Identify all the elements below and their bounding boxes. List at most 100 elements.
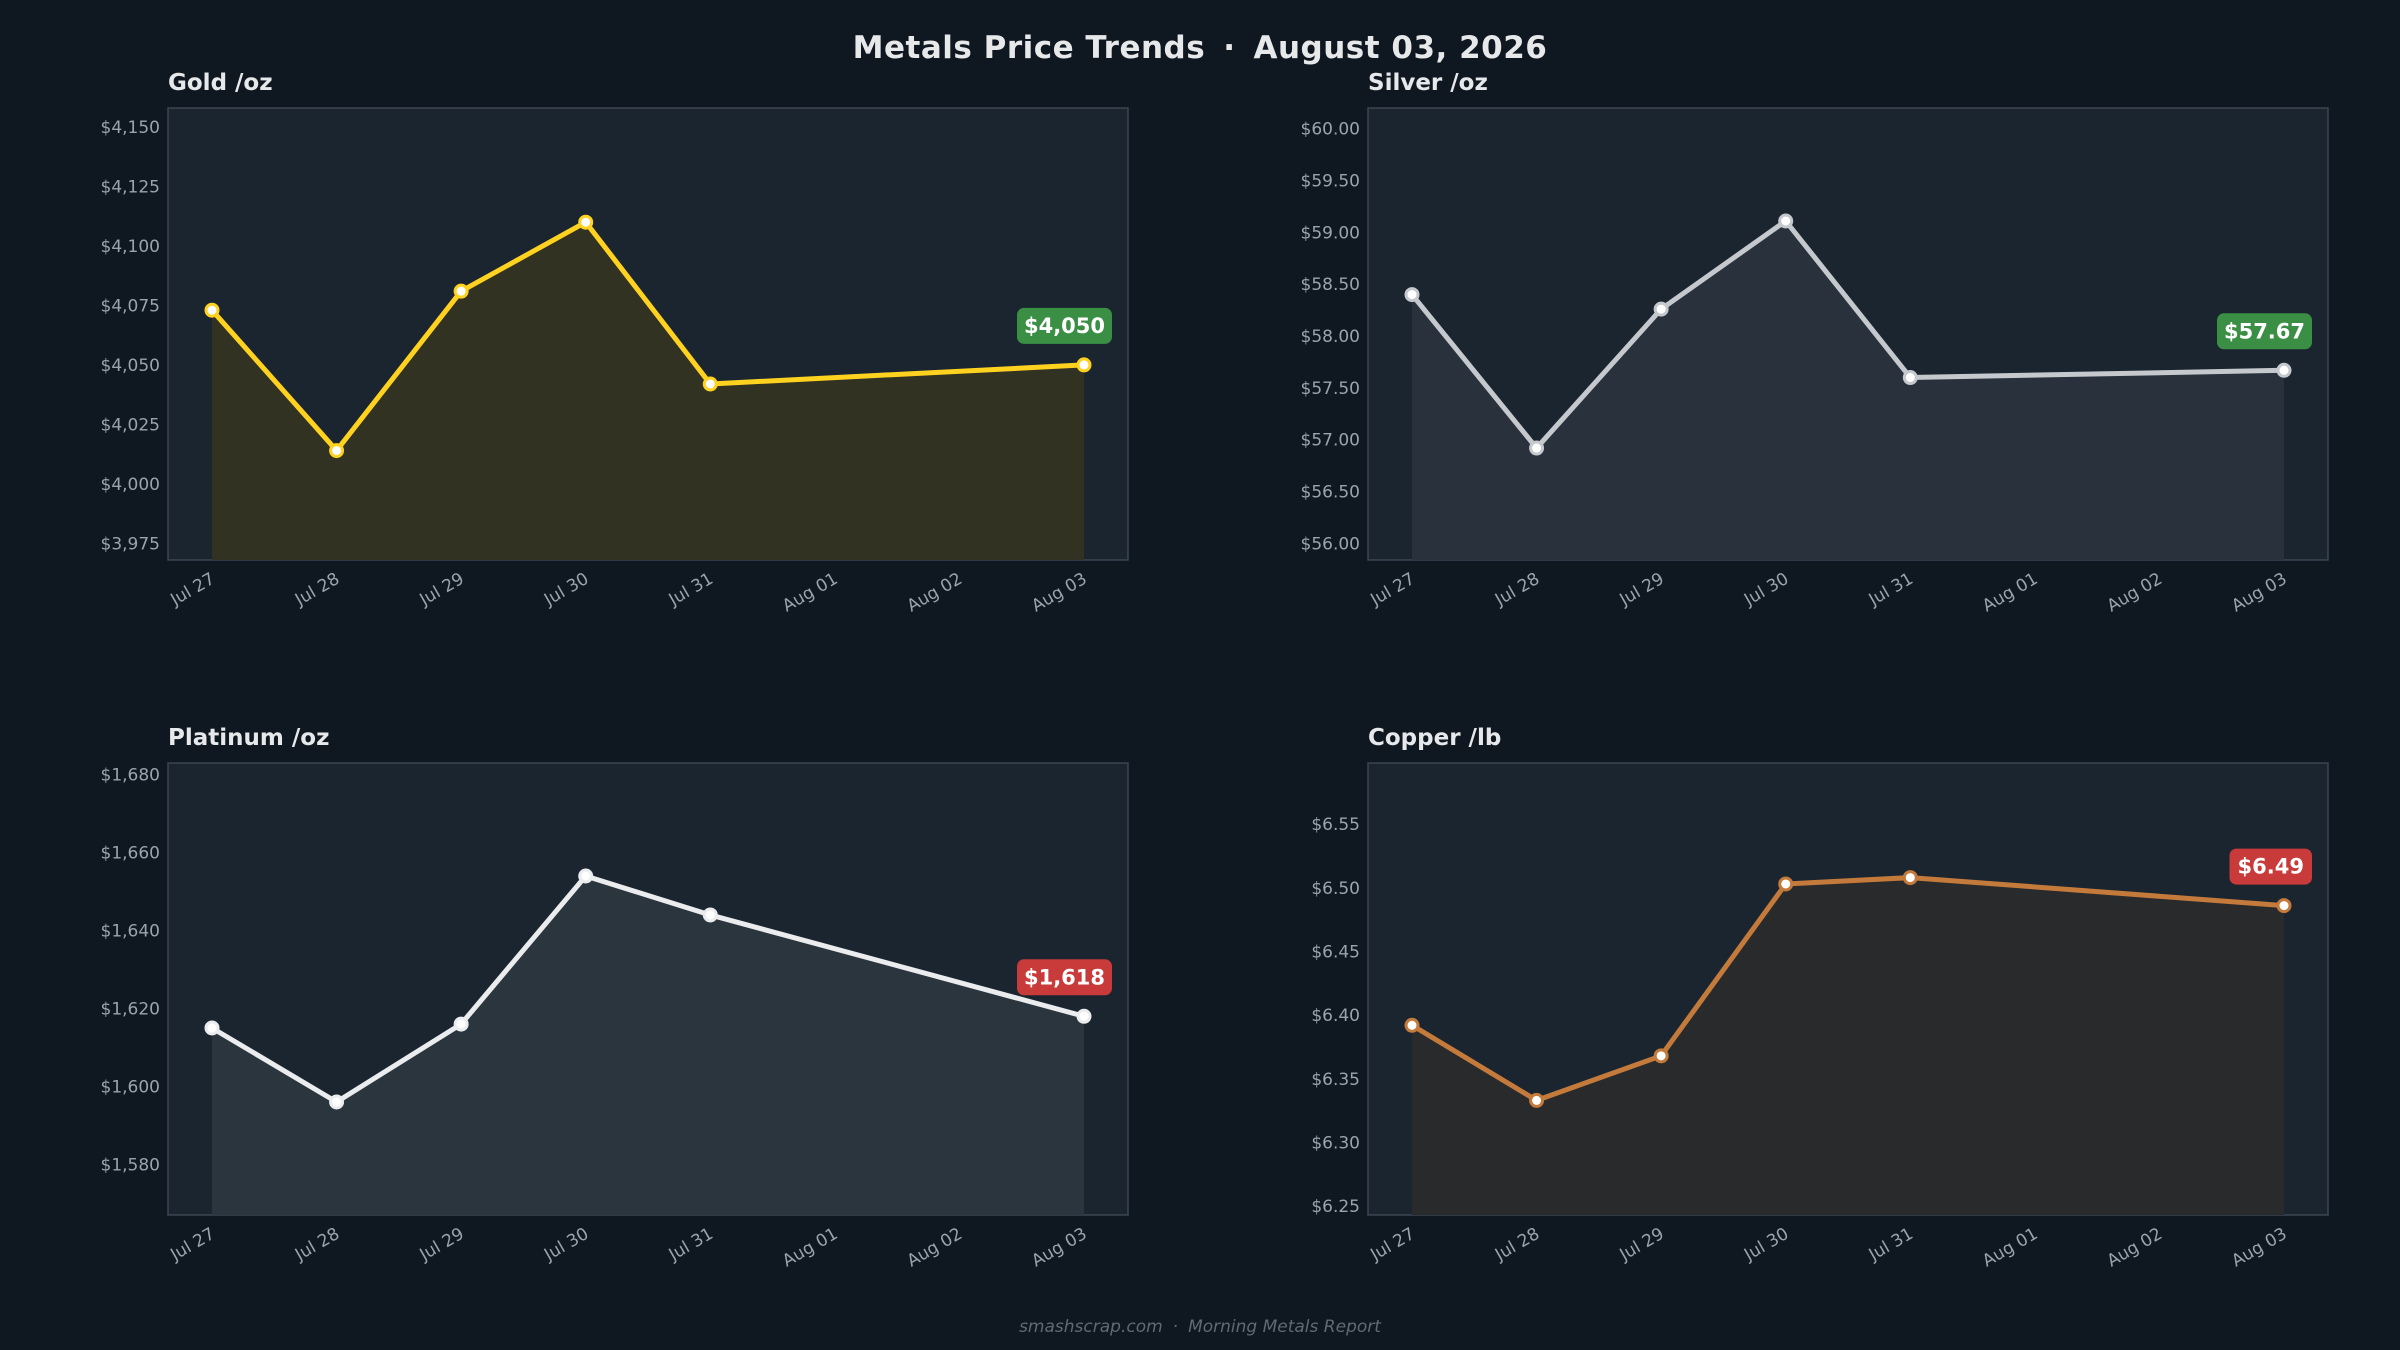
y-tick-label: $58.50 (1301, 275, 1360, 295)
price-badge (1017, 959, 1112, 996)
chart-title: Gold /oz (168, 70, 273, 96)
x-tick-label: Jul 31 (1865, 1224, 1917, 1266)
page-title-text: Metals Price Trends (852, 30, 1206, 66)
x-tick-label: Aug 02 (2104, 569, 2166, 616)
footer-separator: · (1172, 1317, 1179, 1337)
price-badge-label: $1,618 (1024, 965, 1105, 989)
x-tick-label: Aug 01 (779, 1224, 841, 1271)
x-tick-label: Aug 03 (2228, 1224, 2290, 1271)
x-tick-label: Jul 31 (665, 1224, 717, 1266)
area-fill (1412, 221, 2284, 560)
y-tick-label: $59.00 (1301, 223, 1360, 243)
data-point (329, 443, 345, 459)
x-tick-label: Aug 02 (904, 569, 966, 616)
y-tick-label: $4,025 (101, 415, 160, 435)
data-point (204, 302, 220, 318)
area-fill (1412, 877, 2284, 1215)
data-point (578, 868, 594, 884)
series-line (209, 219, 1087, 454)
page-date: August 03, 2026 (1253, 30, 1548, 66)
x-tick-label: Jul 30 (1740, 569, 1792, 611)
x-tick-label: Aug 03 (1028, 569, 1090, 616)
x-tick-label: Aug 01 (779, 569, 841, 616)
chart-title: Copper /lb (1368, 725, 1501, 751)
page-title: Metals Price Trends · August 03, 2026 (0, 30, 2400, 66)
x-tick-label: Jul 29 (1616, 569, 1668, 611)
x-tick-label: Aug 02 (2104, 1224, 2166, 1271)
chart-panel-3: Copper /lb $6.25 $6.30 $6.35 $6.40 $6.45 $6.50… (1311, 725, 2329, 1271)
y-tick-label: $56.00 (1301, 534, 1360, 554)
y-tick-label: $1,640 (101, 922, 160, 942)
y-tick-label: $57.50 (1301, 379, 1360, 399)
y-tick-label: $57.00 (1301, 431, 1360, 451)
data-point (1076, 357, 1092, 373)
series-line (1409, 875, 2287, 1103)
y-tick-label: $1,620 (101, 999, 160, 1019)
y-tick-label: $1,580 (101, 1155, 160, 1175)
x-tick-label: Jul 30 (540, 569, 592, 611)
data-point (453, 283, 469, 299)
data-point (1404, 287, 1420, 303)
x-tick-label: Aug 02 (904, 1224, 966, 1271)
chart-panel-0: Gold /oz $3,975 $4,000 $4,025 $4,050 $4,075 $4… (101, 70, 1129, 616)
price-badge-label: $6.49 (2238, 855, 2304, 879)
x-tick-label: Jul 30 (1740, 1224, 1792, 1266)
y-tick-label: $4,150 (101, 118, 160, 138)
title-separator: · (1223, 30, 1236, 66)
y-tick-label: $1,660 (101, 844, 160, 864)
y-tick-label: $4,050 (101, 356, 160, 376)
area-fill (212, 222, 1084, 561)
x-tick-label: Jul 28 (291, 1224, 343, 1266)
y-tick-label: $6.35 (1311, 1070, 1360, 1090)
data-point (329, 1094, 345, 1110)
x-tick-label: Jul 31 (665, 569, 717, 611)
price-badge (2217, 313, 2312, 350)
x-tick-label: Jul 27 (166, 1224, 218, 1266)
x-tick-label: Jul 28 (1491, 1224, 1543, 1266)
x-tick-label: Aug 03 (2228, 569, 2290, 616)
data-point (1529, 1092, 1545, 1108)
data-point (1653, 301, 1669, 317)
y-tick-label: $59.50 (1301, 172, 1360, 192)
data-point (2276, 362, 2292, 378)
y-tick-label: $6.30 (1311, 1133, 1360, 1153)
data-point (1404, 1017, 1420, 1033)
y-tick-label: $6.40 (1311, 1006, 1360, 1026)
data-point (204, 1020, 220, 1036)
data-point (1902, 870, 1918, 886)
x-tick-label: Jul 29 (416, 569, 468, 611)
footer: smashscrap.com · Morning Metals Report (0, 1317, 2400, 1337)
y-tick-label: $4,075 (101, 296, 160, 316)
y-tick-label: $6.45 (1311, 942, 1360, 962)
price-badge (1017, 307, 1112, 344)
x-tick-label: Jul 27 (1366, 1224, 1418, 1266)
y-tick-label: $58.00 (1301, 327, 1360, 347)
y-tick-label: $3,975 (101, 534, 160, 554)
price-badge (2229, 848, 2312, 885)
y-tick-label: $4,100 (101, 237, 160, 257)
chart-title: Platinum /oz (168, 725, 329, 751)
y-tick-label: $6.55 (1311, 815, 1360, 835)
y-tick-label: $6.25 (1311, 1197, 1360, 1217)
x-tick-label: Jul 28 (1491, 569, 1543, 611)
data-point (1653, 1048, 1669, 1064)
footer-report: Morning Metals Report (1188, 1317, 1381, 1337)
y-tick-label: $1,600 (101, 1077, 160, 1097)
x-tick-label: Jul 29 (416, 1224, 468, 1266)
price-badge-label: $4,050 (1024, 314, 1105, 338)
data-point (453, 1016, 469, 1032)
chart-panel-1: Silver /oz $56.00 $56.50 $57.00 $57.50 $58.00… (1301, 70, 2329, 616)
area-fill (212, 876, 1084, 1215)
y-tick-label: $60.00 (1301, 120, 1360, 140)
x-tick-label: Aug 01 (1979, 569, 2041, 616)
data-point (578, 214, 594, 230)
x-tick-label: Aug 01 (1979, 1224, 2041, 1271)
data-point (1902, 370, 1918, 386)
series-line (1409, 218, 2287, 451)
data-point (702, 376, 718, 392)
chart-title: Silver /oz (1368, 70, 1488, 96)
data-point (702, 907, 718, 923)
x-tick-label: Jul 28 (291, 569, 343, 611)
data-point (2276, 898, 2292, 914)
